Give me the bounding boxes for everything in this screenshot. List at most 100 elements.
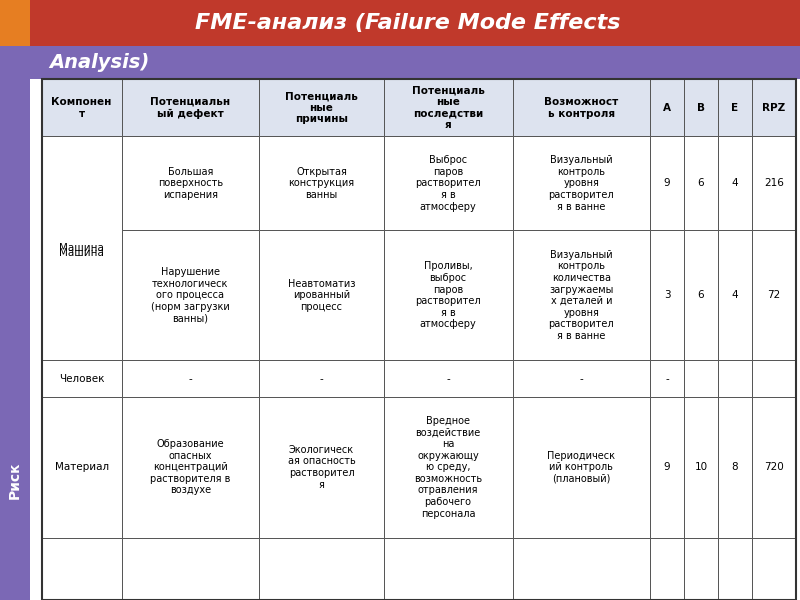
Bar [259, 79, 384, 136]
Text: 720: 720 [764, 462, 784, 472]
Text: Машина: Машина [59, 248, 104, 259]
Bar [650, 361, 684, 397]
Text: -: - [666, 374, 669, 383]
Bar [259, 397, 384, 538]
Bar [650, 79, 684, 136]
Bar [751, 538, 796, 600]
Bar [0, 0, 30, 46]
Text: Потенциаль
ные
последстви
я: Потенциаль ные последстви я [412, 85, 485, 130]
Bar [42, 79, 796, 600]
Bar [684, 136, 718, 230]
Text: A: A [663, 103, 671, 113]
Text: 6: 6 [698, 290, 704, 301]
Bar [384, 136, 513, 230]
Bar [650, 230, 684, 361]
Bar [30, 0, 800, 46]
Text: -: - [189, 374, 192, 383]
Bar [42, 538, 122, 600]
Text: Экологическ
ая опасность
растворител
я: Экологическ ая опасность растворител я [288, 445, 355, 490]
Text: Компонен
т: Компонен т [51, 97, 112, 119]
Text: Выброс
паров
растворител
я в
атмосферу: Выброс паров растворител я в атмосферу [415, 155, 481, 212]
Bar [718, 397, 751, 538]
Bar [259, 538, 384, 600]
Bar [650, 538, 684, 600]
Text: -: - [579, 374, 583, 383]
Bar [384, 538, 513, 600]
Bar [122, 136, 259, 230]
Bar [122, 361, 259, 397]
Text: E: E [731, 103, 738, 113]
Text: 4: 4 [731, 178, 738, 188]
Text: Человек: Человек [59, 374, 104, 383]
Text: Открытая
конструкция
ванны: Открытая конструкция ванны [289, 167, 354, 200]
Bar [259, 361, 384, 397]
Text: Потенциаль
ные
причины: Потенциаль ные причины [285, 91, 358, 124]
Text: 10: 10 [694, 462, 707, 472]
Bar [122, 397, 259, 538]
Bar [42, 79, 122, 136]
Bar [684, 538, 718, 600]
Bar [684, 397, 718, 538]
Text: 4: 4 [731, 290, 738, 301]
Text: Проливы,
выброс
паров
растворител
я в
атмосферу: Проливы, выброс паров растворител я в ат… [415, 262, 481, 329]
Text: Визуальный
контроль
количества
загружаемы
х деталей и
уровня
растворител
я в ван: Визуальный контроль количества загружаем… [549, 250, 614, 341]
Text: 9: 9 [664, 178, 670, 188]
Text: 3: 3 [664, 290, 670, 301]
Bar [0, 79, 30, 600]
Bar [259, 230, 384, 361]
Text: Потенциальн
ый дефект: Потенциальн ый дефект [150, 97, 230, 119]
Text: -: - [320, 374, 323, 383]
Text: Машина: Машина [59, 244, 104, 253]
Bar [718, 79, 751, 136]
Bar [513, 136, 650, 230]
Text: 216: 216 [764, 178, 784, 188]
Bar [684, 79, 718, 136]
Bar [384, 397, 513, 538]
Bar [122, 230, 259, 361]
Text: Нарушение
технологическ
ого процесса
(норм загрузки
ванны): Нарушение технологическ ого процесса (но… [151, 267, 230, 323]
Bar [684, 361, 718, 397]
Bar [513, 230, 650, 361]
Bar [122, 538, 259, 600]
Text: Образование
опасных
концентраций
растворителя в
воздухе: Образование опасных концентраций раствор… [150, 439, 230, 496]
Text: Визуальный
контроль
уровня
растворител
я в ванне: Визуальный контроль уровня растворител я… [549, 155, 614, 212]
Bar [42, 397, 122, 538]
Text: 6: 6 [698, 178, 704, 188]
Bar [42, 361, 122, 397]
Bar [751, 79, 796, 136]
Text: Риск: Риск [8, 461, 22, 499]
Bar [718, 230, 751, 361]
Bar [650, 397, 684, 538]
Bar [684, 230, 718, 361]
Bar [718, 538, 751, 600]
Bar [751, 230, 796, 361]
Bar [650, 136, 684, 230]
Bar [751, 136, 796, 230]
Text: FME-анализ (Failure Mode Effects: FME-анализ (Failure Mode Effects [195, 13, 621, 33]
Bar [718, 136, 751, 230]
Text: Analysis): Analysis) [50, 53, 150, 72]
Bar [751, 397, 796, 538]
Text: Неавтоматиз
ированный
процесс: Неавтоматиз ированный процесс [288, 279, 355, 312]
Bar [513, 538, 650, 600]
Bar [259, 136, 384, 230]
Bar [384, 361, 513, 397]
Bar [42, 136, 122, 361]
Text: Большая
поверхность
испарения: Большая поверхность испарения [158, 167, 223, 200]
Text: 9: 9 [664, 462, 670, 472]
Text: Вредное
воздействие
на
окружающу
ю среду,
возможность
отравления
рабочего
персон: Вредное воздействие на окружающу ю среду… [414, 416, 482, 518]
Bar [718, 361, 751, 397]
Text: B: B [697, 103, 705, 113]
Text: Периодическ
ий контроль
(плановый): Периодическ ий контроль (плановый) [547, 451, 615, 484]
Text: Возможност
ь контроля: Возможност ь контроля [544, 97, 618, 119]
Bar [513, 79, 650, 136]
Bar [122, 79, 259, 136]
Bar [384, 230, 513, 361]
Bar [384, 79, 513, 136]
Text: 72: 72 [767, 290, 781, 301]
Bar [513, 397, 650, 538]
Text: RPZ: RPZ [762, 103, 786, 113]
Text: 8: 8 [731, 462, 738, 472]
Text: Материал: Материал [54, 462, 109, 472]
Bar [513, 361, 650, 397]
